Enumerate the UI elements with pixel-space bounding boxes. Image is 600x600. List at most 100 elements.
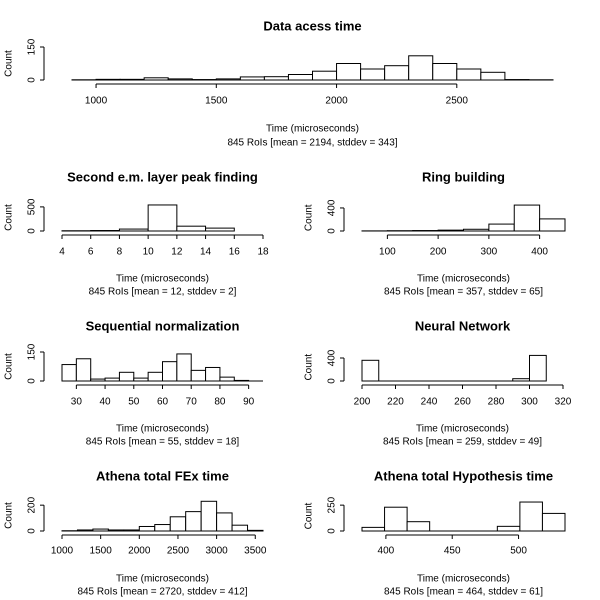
- y-tick-label: 400: [327, 199, 338, 216]
- histogram-bar: [539, 218, 566, 232]
- y-tick-label: 0: [327, 528, 338, 534]
- y-axis-label: Count: [4, 353, 15, 380]
- y-tick-label: 200: [27, 496, 38, 513]
- y-tick-label: 0: [27, 77, 38, 83]
- panel-title: Athena total FEx time: [96, 468, 229, 483]
- histogram-bar: [118, 371, 135, 382]
- x-tick-label: 200: [430, 247, 447, 258]
- histogram-bar: [480, 71, 506, 81]
- x-tick-label: 40: [100, 397, 112, 408]
- x-tick-label: 16: [229, 247, 241, 258]
- histogram-bar: [147, 371, 163, 382]
- x-tick-label: 300: [521, 397, 538, 408]
- x-axis-label: Time (microseconds): [116, 274, 209, 285]
- subtitle: 845 RoIs [mean = 55, stddev = 18]: [86, 437, 240, 448]
- histogram-bar: [488, 223, 515, 232]
- x-tick-label: 280: [488, 397, 505, 408]
- histogram-bar: [519, 501, 543, 532]
- x-tick-label: 500: [510, 546, 527, 557]
- x-axis-label: Time (microseconds): [417, 574, 510, 585]
- subtitle: 845 RoIs [mean = 2720, stddev = 412]: [77, 587, 247, 598]
- x-tick-label: 320: [555, 397, 572, 408]
- histogram-bar: [176, 225, 207, 232]
- x-axis-label: Time (microseconds): [416, 424, 509, 435]
- x-tick-label: 1000: [85, 96, 108, 107]
- x-tick-label: 50: [128, 397, 140, 408]
- x-tick-label: 450: [444, 546, 461, 557]
- histogram-bar: [406, 521, 431, 532]
- histogram-bar: [75, 358, 92, 382]
- panel-title: Ring building: [422, 169, 505, 184]
- histogram-bar: [513, 204, 541, 232]
- histogram-bar: [384, 506, 408, 532]
- x-tick-label: 2000: [128, 546, 151, 557]
- x-tick-label: 6: [88, 247, 94, 258]
- y-tick-label: 0: [27, 228, 38, 234]
- x-tick-label: 2500: [446, 96, 469, 107]
- y-tick-label: 500: [27, 198, 38, 215]
- histogram-bar: [162, 361, 178, 382]
- y-tick-label: 0: [327, 378, 338, 384]
- histogram-bar: [529, 354, 547, 382]
- x-tick-label: 100: [379, 247, 396, 258]
- x-axis-label: Time (microseconds): [266, 124, 359, 135]
- x-axis-label: Time (microseconds): [417, 274, 510, 285]
- x-tick-label: 240: [421, 397, 438, 408]
- histogram-bar: [138, 525, 156, 532]
- histogram-bar: [408, 55, 434, 81]
- x-tick-label: 220: [387, 397, 404, 408]
- histogram-bar: [287, 74, 314, 81]
- y-tick-label: 0: [27, 528, 38, 534]
- x-tick-label: 1500: [90, 546, 113, 557]
- subtitle: 845 RoIs [mean = 464, stddev = 61]: [384, 587, 543, 598]
- y-axis-label: Count: [4, 50, 15, 77]
- y-tick-label: 0: [327, 228, 338, 234]
- x-tick-label: 12: [171, 247, 183, 258]
- y-axis-label: Count: [304, 502, 315, 529]
- histogram-bar: [169, 516, 187, 532]
- histogram-bar: [205, 366, 221, 382]
- x-tick-label: 260: [454, 397, 471, 408]
- panel-title: Second e.m. layer peak finding: [67, 169, 258, 184]
- histogram-bar: [456, 68, 482, 81]
- histogram-bar: [147, 204, 178, 232]
- x-tick-label: 400: [531, 247, 548, 258]
- histogram-bar: [360, 68, 386, 81]
- histogram-bar: [154, 524, 171, 532]
- x-tick-label: 1500: [205, 96, 228, 107]
- panel-title: Athena total Hypothesis time: [374, 468, 553, 483]
- y-axis-label: Count: [4, 204, 15, 231]
- histogram-bar: [231, 524, 249, 532]
- y-axis-label: Count: [4, 502, 15, 529]
- y-axis-label: Count: [304, 354, 315, 381]
- x-tick-label: 300: [481, 247, 498, 258]
- y-tick-label: 400: [327, 349, 338, 366]
- histogram-bar: [361, 359, 380, 382]
- x-tick-label: 3500: [244, 546, 267, 557]
- y-tick-label: 0: [27, 378, 38, 384]
- x-tick-label: 1000: [51, 546, 74, 557]
- x-axis-label: Time (microseconds): [116, 574, 209, 585]
- subtitle: 845 RoIs [mean = 357, stddev = 65]: [384, 287, 543, 298]
- x-tick-label: 400: [378, 546, 395, 557]
- histogram-bar: [384, 65, 410, 81]
- x-tick-label: 14: [200, 247, 212, 258]
- x-tick-label: 70: [186, 397, 198, 408]
- x-tick-label: 10: [143, 247, 155, 258]
- x-tick-label: 60: [157, 397, 169, 408]
- histogram-bar: [496, 525, 521, 532]
- x-tick-label: 90: [243, 397, 255, 408]
- subtitle: 845 RoIs [mean = 2194, stddev = 343]: [227, 138, 397, 149]
- y-tick-label: 150: [27, 38, 38, 55]
- histogram-bar: [432, 63, 458, 81]
- panel-title: Neural Network: [415, 318, 511, 333]
- x-axis-label: Time (microseconds): [116, 424, 209, 435]
- y-tick-label: 250: [327, 496, 338, 513]
- x-tick-label: 18: [257, 247, 269, 258]
- x-tick-label: 3000: [205, 546, 228, 557]
- histogram-bar: [176, 353, 192, 382]
- histogram-bar: [336, 63, 362, 81]
- histogram-bar: [200, 500, 218, 532]
- x-tick-label: 8: [117, 247, 123, 258]
